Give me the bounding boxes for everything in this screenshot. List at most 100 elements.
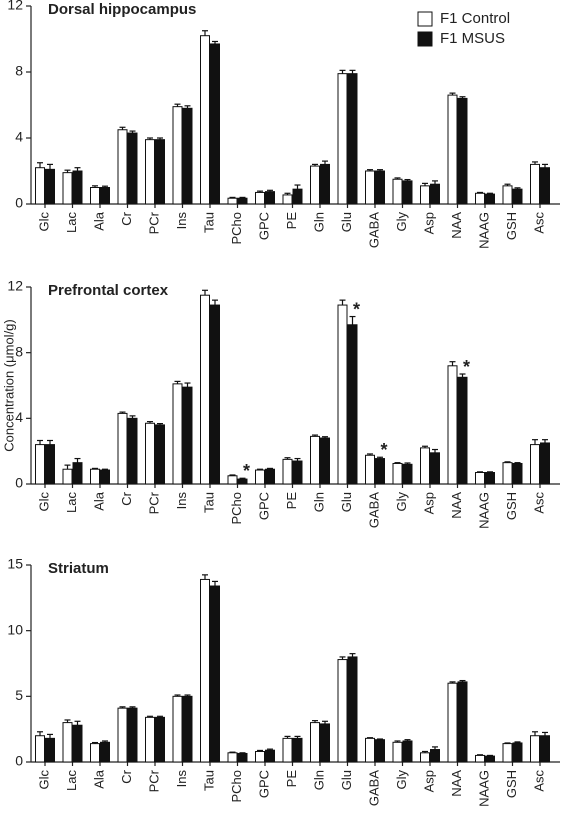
bar [540, 442, 550, 485]
bar [310, 435, 320, 485]
bar [227, 475, 238, 485]
bar [292, 737, 303, 763]
x-tick-label: PE [284, 770, 299, 788]
x-tick-label: Glu [339, 492, 354, 512]
bar [457, 376, 468, 485]
x-tick-label: GSH [504, 770, 519, 798]
bar [172, 106, 183, 205]
x-tick-label: Glc [36, 212, 51, 232]
bar [475, 754, 485, 763]
bar [485, 472, 495, 485]
bar [255, 191, 265, 205]
x-tick-label: Ala [91, 769, 106, 789]
bar [72, 170, 83, 205]
bar [512, 188, 523, 205]
bar [365, 170, 375, 205]
bar [255, 750, 265, 763]
x-tick-label: Ins [174, 492, 189, 510]
bar [347, 656, 358, 763]
bar [227, 197, 238, 205]
bar [430, 749, 440, 763]
bar [117, 129, 128, 205]
y-axis-label: Concentration (μmol/g) [1, 319, 16, 452]
bar [90, 187, 100, 205]
bar [347, 73, 358, 205]
x-tick-label: GABA [366, 492, 381, 528]
x-tick-label: GPC [256, 492, 271, 520]
x-tick-label: Tau [201, 492, 216, 513]
bar [392, 178, 403, 205]
bar [502, 185, 513, 205]
bar [502, 743, 513, 763]
bar [255, 469, 265, 485]
legend-label: F1 Control [440, 10, 510, 27]
bar [430, 452, 440, 485]
x-tick-label: Lac [64, 492, 79, 513]
x-tick-label: Ins [174, 212, 189, 230]
x-tick-label: Ins [174, 770, 189, 788]
x-tick-label: Lac [64, 770, 79, 791]
bar [282, 194, 293, 205]
x-tick-label: Asp [421, 212, 436, 234]
bar [45, 168, 55, 205]
x-tick-label: Asc [531, 492, 546, 514]
bar [282, 458, 293, 485]
x-tick-label: Gly [394, 492, 409, 512]
x-tick-label: Glc [36, 492, 51, 512]
bar [265, 468, 275, 485]
bar [457, 681, 468, 763]
bar [172, 695, 183, 763]
bar [540, 735, 550, 763]
x-tick-label: Gly [394, 770, 409, 790]
bar [420, 185, 430, 205]
x-tick-label: Glc [36, 770, 51, 790]
bar [365, 454, 375, 485]
x-tick-label: NAAG [476, 492, 491, 529]
x-tick-label: Glu [339, 770, 354, 790]
bar [337, 73, 348, 205]
bar [155, 424, 165, 485]
x-tick-label: NAA [449, 212, 464, 239]
x-tick-label: PCho [229, 770, 244, 803]
x-tick-label: Ala [91, 491, 106, 511]
x-tick-label: GSH [504, 492, 519, 520]
bar [420, 752, 430, 763]
y-tick-label: 8 [15, 343, 23, 359]
bar [375, 170, 385, 205]
x-tick-label: Asp [421, 492, 436, 514]
bar [182, 386, 193, 485]
significance-marker: * [243, 461, 250, 481]
x-tick-label: Tau [201, 212, 216, 233]
bar [117, 707, 128, 763]
bar [182, 695, 193, 763]
y-tick-label: 12 [7, 0, 23, 13]
x-tick-label: NAA [449, 492, 464, 519]
bar [420, 447, 430, 485]
bar [402, 740, 413, 763]
bar [475, 192, 485, 205]
bar [155, 716, 165, 763]
bar [100, 741, 110, 763]
x-tick-label: GABA [366, 770, 381, 806]
bar [485, 193, 495, 205]
bar [62, 172, 73, 205]
bar [320, 163, 330, 205]
y-tick-label: 0 [15, 195, 23, 211]
bar [127, 417, 138, 485]
x-tick-label: GABA [366, 212, 381, 248]
bar [292, 460, 303, 485]
y-tick-label: 12 [7, 278, 23, 294]
x-tick-label: PCr [146, 211, 161, 234]
bar [227, 752, 238, 763]
panel-title: Prefrontal cortex [48, 282, 169, 299]
bar [337, 304, 348, 485]
bar [402, 463, 413, 485]
x-tick-label: NAAG [476, 770, 491, 807]
bar [127, 132, 138, 205]
bar [210, 43, 220, 205]
bar [310, 722, 320, 763]
bar [117, 412, 128, 485]
bar [145, 716, 155, 763]
x-tick-label: GSH [504, 212, 519, 240]
bar [512, 462, 523, 485]
